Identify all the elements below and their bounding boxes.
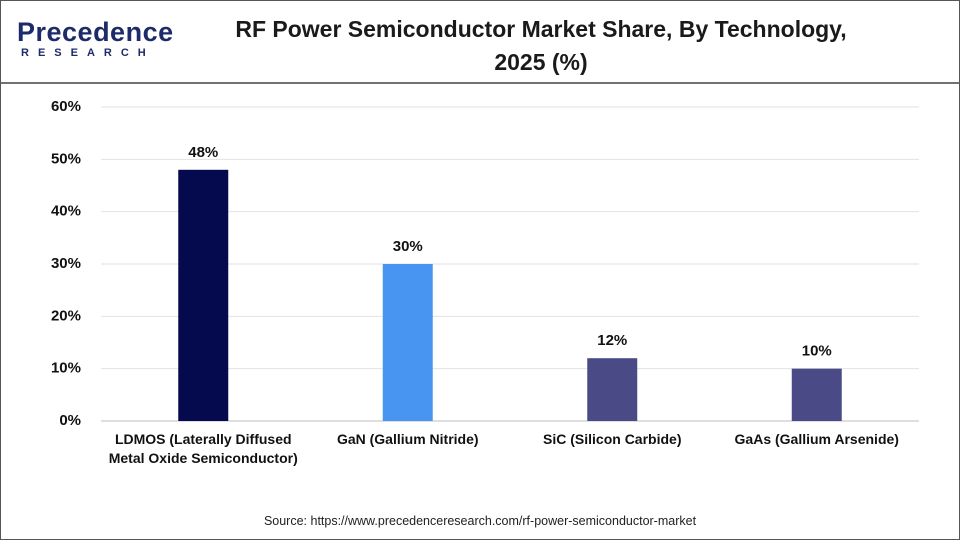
y-tick-label: 10%: [51, 360, 81, 377]
y-tick-label: 60%: [51, 98, 81, 115]
value-label: 48%: [188, 144, 218, 161]
bar: [587, 358, 638, 421]
bar: [791, 368, 842, 421]
chart-title: RF Power Semiconductor Market Share, By …: [235, 16, 847, 75]
y-tick-label: 50%: [51, 150, 81, 167]
y-tick-label: 40%: [51, 203, 81, 220]
y-tick-label: 20%: [51, 307, 81, 324]
x-tick-label: SiC (Silicon Carbide): [543, 431, 682, 447]
x-tick-label: GaN (Gallium Nitride): [336, 431, 479, 447]
source-note: Source: https://www.precedenceresearch.c…: [263, 514, 697, 528]
value-label: 12%: [597, 332, 627, 349]
x-tick-label: GaAs (Gallium Arsenide): [734, 431, 899, 447]
bar: [382, 264, 433, 421]
logo-tagline: RESEARCH: [21, 47, 155, 59]
y-tick-label: 0%: [59, 412, 81, 429]
y-tick-label: 30%: [51, 255, 81, 272]
bar: [178, 169, 229, 421]
value-label: 10%: [802, 343, 832, 360]
x-tick-label: LDMOS (Laterally Diffused Metal Oxide Se…: [108, 431, 298, 466]
logo-name: Precedence: [17, 17, 174, 47]
value-label: 30%: [393, 238, 423, 255]
